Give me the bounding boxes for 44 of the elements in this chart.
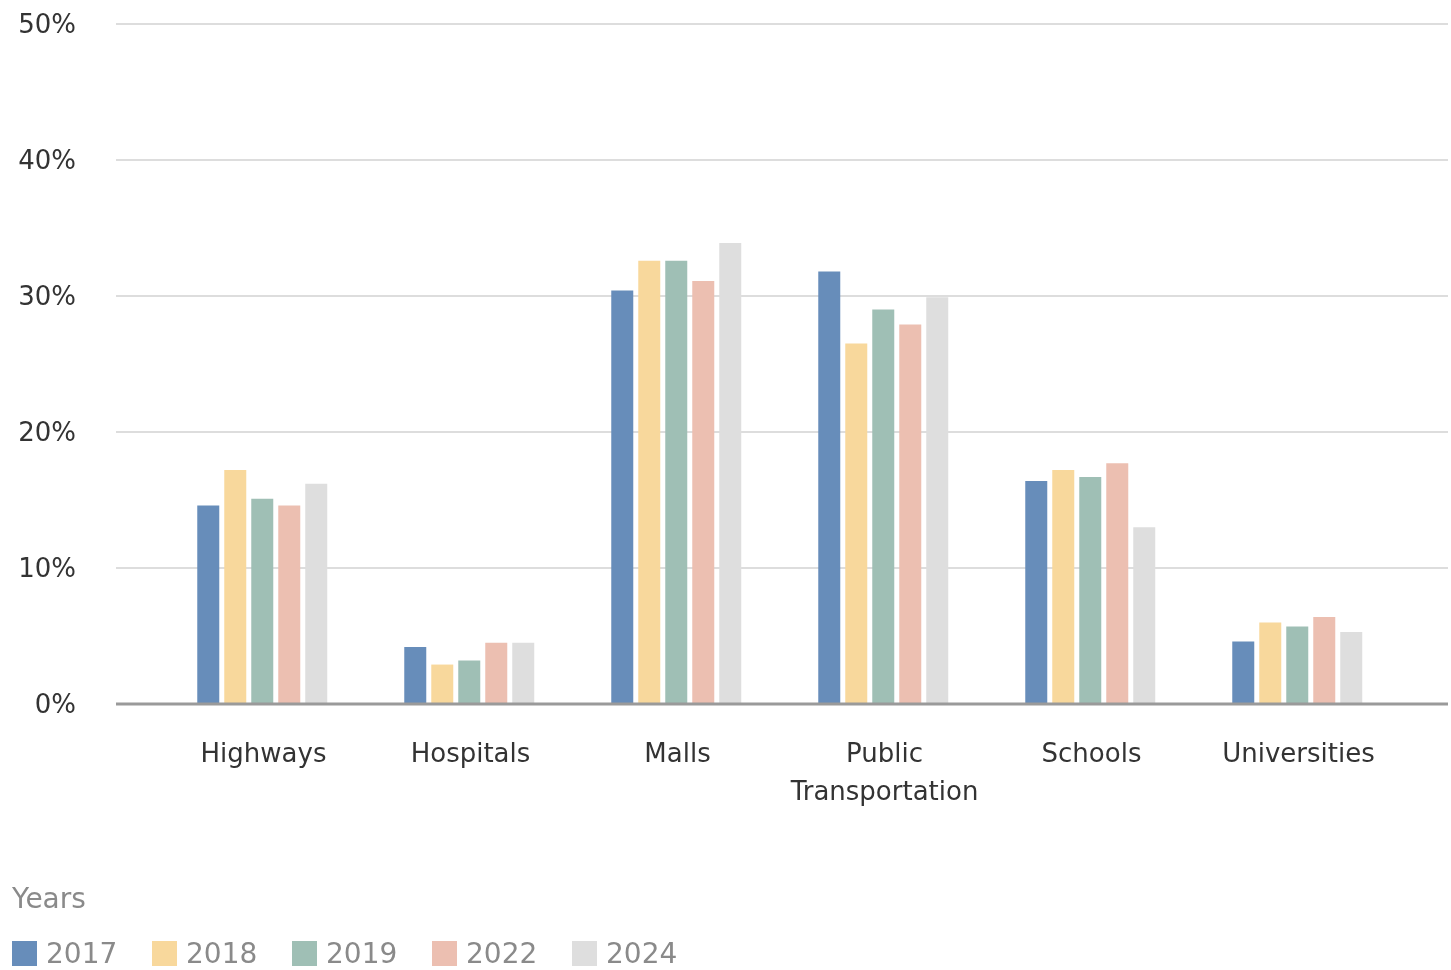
bar	[818, 271, 841, 704]
x-tick-label: Public Transportation	[789, 738, 979, 806]
y-tick-label: 40%	[18, 145, 76, 175]
bar	[845, 343, 868, 704]
bar	[1232, 641, 1255, 704]
x-tick-label: Malls	[644, 738, 711, 768]
y-tick-label: 50%	[18, 9, 76, 39]
legend-label: 2018	[186, 937, 258, 970]
bar	[512, 642, 535, 704]
legend-label: 2019	[326, 937, 398, 970]
bar	[692, 281, 715, 704]
legend-label: 2017	[46, 937, 118, 970]
x-tick-label: Universities	[1222, 738, 1375, 768]
bar	[611, 290, 634, 704]
bar	[872, 309, 895, 704]
bar	[1313, 616, 1336, 704]
y-tick-label: 20%	[18, 417, 76, 447]
bar	[1079, 476, 1102, 704]
bar	[404, 646, 427, 704]
bar	[899, 324, 922, 704]
bar	[1259, 622, 1282, 704]
bar	[485, 642, 508, 704]
bar	[197, 505, 220, 704]
bar	[1340, 631, 1363, 704]
x-tick-label: Hospitals	[410, 738, 531, 768]
bar	[251, 498, 274, 704]
bar	[224, 470, 247, 704]
bar	[278, 505, 301, 704]
x-tick-label: Highways	[200, 738, 327, 768]
bar	[1286, 626, 1309, 704]
x-tick-label: Schools	[1041, 738, 1142, 768]
legend-label: 2024	[606, 937, 678, 970]
legend-title: Years	[12, 882, 86, 915]
bar	[1025, 480, 1048, 704]
bar	[458, 660, 481, 704]
bar	[638, 260, 661, 704]
legend-label: 2022	[466, 937, 538, 970]
bar	[1052, 470, 1075, 704]
bar	[665, 260, 688, 704]
y-tick-label: 0%	[34, 689, 76, 719]
y-tick-label: 30%	[18, 281, 76, 311]
y-tick-label: 10%	[18, 553, 76, 583]
bar	[1106, 463, 1129, 704]
bar	[431, 664, 454, 704]
